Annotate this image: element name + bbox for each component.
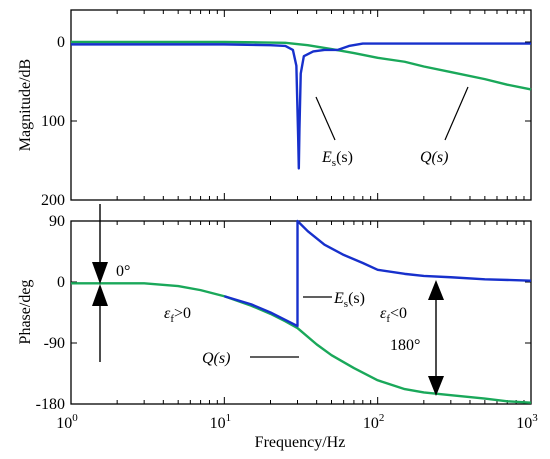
q-mag-label: Q(s) [420, 149, 448, 166]
phase-y-tick-label: 90 [49, 213, 65, 230]
x-tick-label: 102 [363, 412, 385, 432]
magnitude-plot-frame [70, 9, 532, 201]
deg-180-label: 180° [390, 337, 420, 354]
phase-series-es [223, 219, 532, 328]
deg-180-marker [428, 280, 444, 396]
x-tick-label: 103 [516, 412, 538, 432]
x-tick-label: 100 [56, 412, 78, 432]
q-phase-label: Q(s) [202, 350, 230, 367]
phase-y-tick-label: -180 [36, 396, 65, 413]
phase-ticks [70, 220, 531, 405]
es-mag-pointer [315, 96, 336, 141]
es-phase-label: Es(s) [333, 290, 365, 310]
ef-negative-label: εf<0 [380, 305, 407, 325]
magnitude-series-q [71, 40, 532, 91]
phase-y-tick-label: -90 [44, 335, 65, 352]
phase-series-q [71, 282, 532, 404]
x-tick-label: 101 [210, 412, 232, 432]
phase-y-tick-labels: 90 0 -90 -180 [36, 213, 65, 413]
magnitude-y-tick-label: 100 [41, 113, 65, 130]
magnitude-series [71, 40, 532, 170]
x-tick-labels: 100 101 102 103 [56, 412, 538, 432]
magnitude-ticks [70, 10, 531, 201]
magnitude-y-tick-label: 0 [57, 34, 65, 51]
magnitude-y-tick-label: 200 [41, 192, 65, 209]
magnitude-axis-title: Magnitude/dB [17, 59, 34, 151]
q-mag-pointer [444, 86, 469, 141]
phase-series [71, 219, 532, 404]
ef-positive-label: εf>0 [164, 305, 191, 325]
phase-axis-title: Phase/deg [17, 280, 34, 345]
magnitude-y-tick-labels: 0 100 200 [41, 34, 65, 209]
phase-y-tick-label: 0 [57, 274, 65, 291]
magnitude-series-es [71, 42, 531, 170]
frequency-axis-title: Frequency/Hz [255, 434, 346, 451]
es-mag-label: Es(s) [321, 149, 353, 169]
phase-plot-frame [70, 220, 532, 405]
zero-deg-marker [92, 204, 108, 362]
zero-deg-label: 0° [116, 263, 130, 280]
